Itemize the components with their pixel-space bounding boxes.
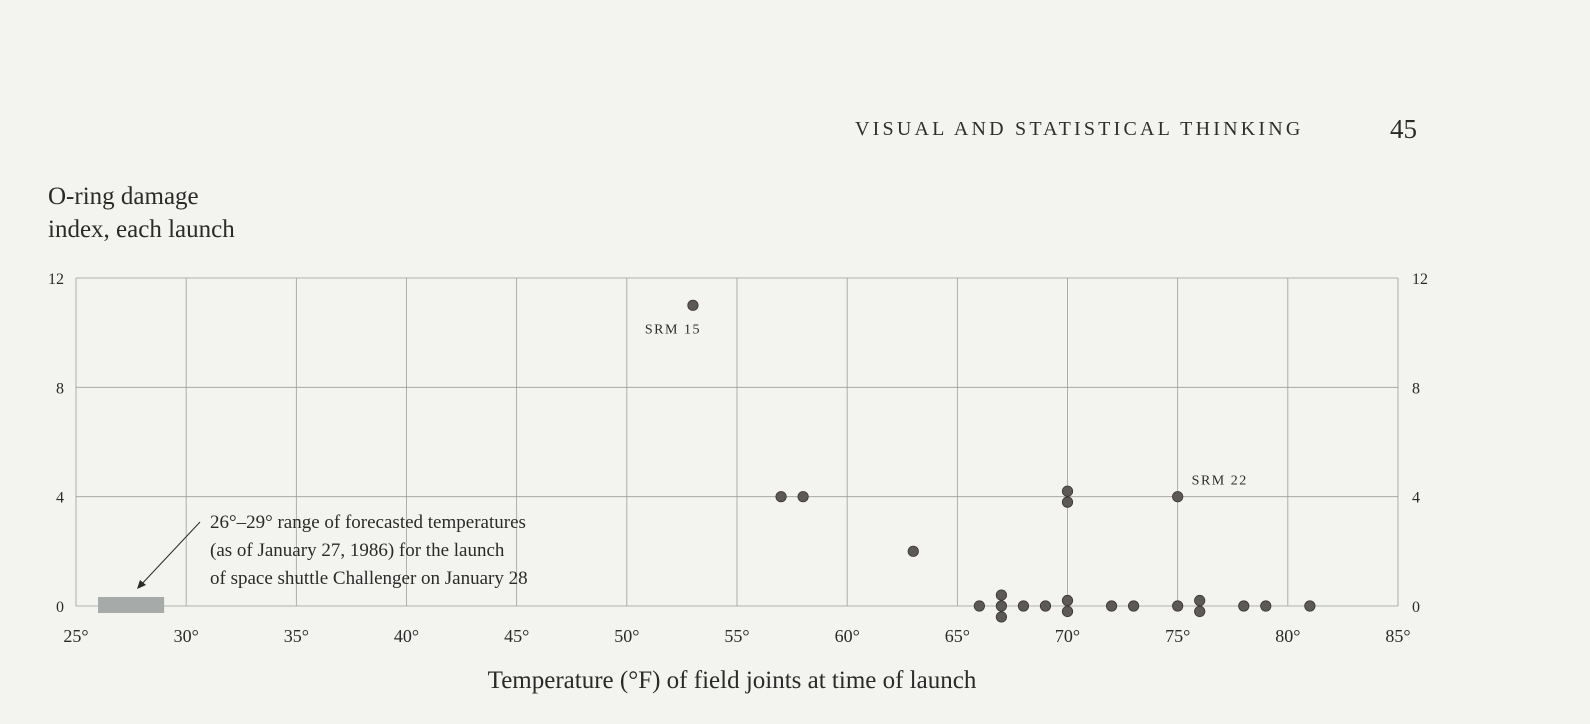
x-tick-label: 25°: [63, 626, 88, 646]
data-point: [1017, 600, 1030, 612]
grid: [75, 277, 1399, 607]
x-tick-label: 55°: [724, 626, 749, 646]
x-tick-label: 80°: [1275, 626, 1300, 646]
x-tick-label: 30°: [174, 626, 199, 646]
data-point: [1194, 605, 1206, 618]
y-tick-label-left: 4: [56, 490, 64, 507]
tick-labels: 25° 30° 35° 40° 45° 50° 55° 60° 65° 70° 75° 80° 85°0…: [48, 271, 1428, 646]
data-point: [1061, 496, 1074, 508]
data-point: [995, 611, 1008, 623]
x-tick-label: 45°: [504, 626, 529, 646]
data-point: [1194, 594, 1206, 607]
data-point: [1039, 600, 1052, 612]
data-point: [1061, 485, 1074, 497]
forecast-range-bar: [98, 597, 165, 613]
x-tick-label: 65°: [945, 626, 970, 646]
data-point: [797, 491, 809, 503]
x-tick-label: 35°: [284, 626, 309, 646]
y-tick-label-right: 8: [1412, 380, 1420, 397]
data-point: [1238, 600, 1250, 612]
data-point: [775, 491, 787, 503]
y-tick-label-right: 4: [1412, 490, 1420, 507]
data-point: [1061, 605, 1074, 618]
y-axis-title-line-1: O-ring damage: [48, 183, 199, 210]
x-tick-label: 50°: [614, 626, 639, 646]
data-point: [973, 600, 985, 612]
annotation-line-2: (as of January 27, 1986) for the launch: [210, 540, 505, 561]
data-point: [1172, 491, 1184, 503]
data-point: [1128, 600, 1140, 612]
x-tick-label: 85°: [1385, 626, 1410, 646]
annotation-line-3: of space shuttle Challenger on January 2…: [210, 568, 528, 589]
data-point: [1061, 594, 1074, 607]
data-point: [995, 600, 1008, 612]
data-point: [1105, 600, 1118, 612]
data-point: [1260, 600, 1272, 612]
x-tick-label: 70°: [1055, 626, 1080, 646]
point-label: SRM 15: [645, 322, 701, 337]
y-tick-label-left: 0: [56, 599, 64, 616]
data-point: [995, 589, 1008, 601]
annotation: 26°–29° range of forecasted temperatures…: [137, 512, 528, 589]
data-points: [687, 299, 1316, 623]
running-head: VISUAL AND STATISTICAL THINKING: [855, 118, 1304, 140]
y-tick-label-right: 12: [1412, 271, 1428, 288]
x-tick-label: 75°: [1165, 626, 1190, 646]
y-axis-title-line-2: index, each launch: [48, 216, 235, 243]
y-tick-label-left: 8: [56, 380, 64, 397]
annotation-arrow: [138, 521, 201, 588]
page-number: 45: [1390, 114, 1417, 144]
x-axis-title: Temperature (°F) of field joints at time…: [488, 667, 977, 694]
data-point: [1304, 600, 1316, 612]
x-tick-label: 60°: [835, 626, 860, 646]
data-point: [907, 545, 919, 557]
page-header: VISUAL AND STATISTICAL THINKING 45: [855, 110, 1425, 150]
data-point: [1172, 600, 1184, 612]
annotation-arrowhead: [137, 580, 146, 589]
x-tick-label: 40°: [394, 626, 419, 646]
data-point: [687, 299, 699, 311]
point-labels: SRM 15 SRM 22: [645, 322, 1248, 489]
forecast-range-layer: [98, 597, 165, 613]
point-label: SRM 22: [1192, 474, 1248, 489]
annotation-line-1: 26°–29° range of forecasted temperatures: [210, 512, 526, 533]
y-tick-label-right: 0: [1412, 599, 1420, 616]
y-tick-label-left: 12: [48, 271, 64, 288]
